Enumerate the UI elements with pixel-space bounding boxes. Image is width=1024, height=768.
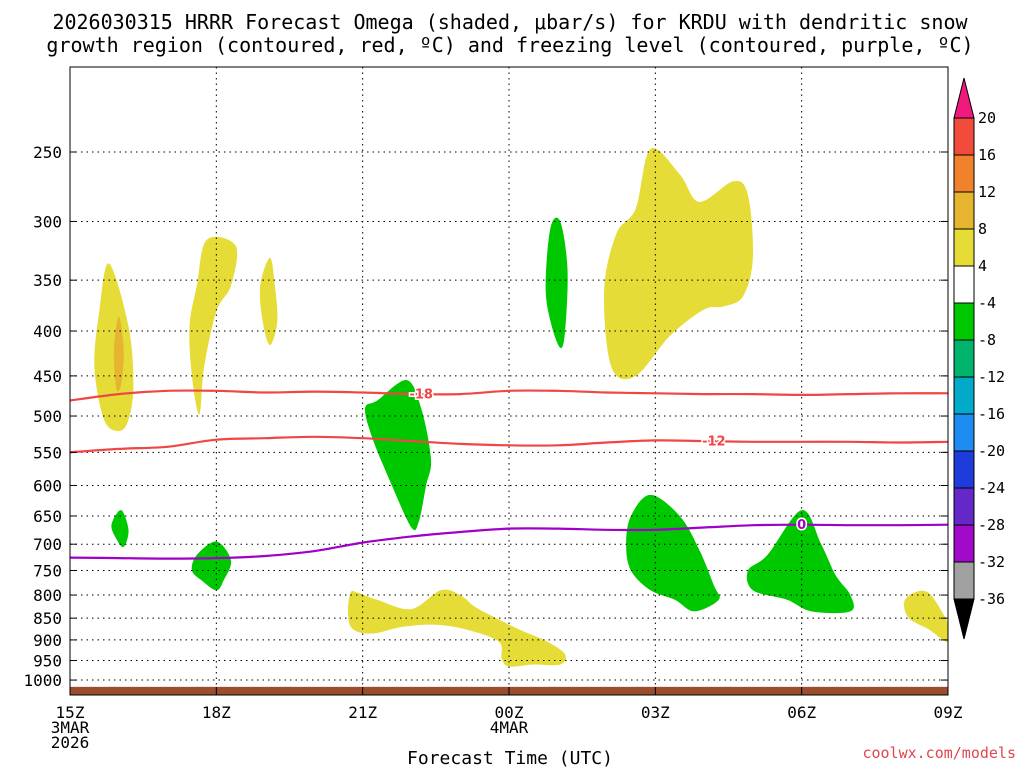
colorbar-bin-0	[953, 117, 975, 156]
colorbar-label-8: -16	[978, 405, 1005, 423]
colorbar-label-1: 16	[978, 146, 996, 164]
omega-colorbar: 20 16 12 8 4 -4 -8 -12 -16 -20 -24 -28 -32 -36	[953, 77, 1005, 640]
colorbar-label-7: -12	[978, 368, 1005, 386]
colorbar-label-9: -20	[978, 442, 1005, 460]
omega-region-ascent-20z-350mb	[189, 236, 238, 415]
colorbar-label-3: 8	[978, 220, 987, 238]
omega-region-ascent-03z-upper	[603, 147, 754, 380]
colorbar-label-10: -24	[978, 479, 1005, 497]
ytick-label-750: 750	[33, 561, 62, 580]
contour-dgz-minus-18	[70, 389, 948, 402]
ytick-label-600: 600	[33, 476, 62, 495]
omega-region-ascent-09z-lower	[903, 590, 948, 643]
colorbar-bin-11	[953, 524, 975, 563]
omega-region-descent-18z-low	[191, 541, 232, 591]
xtick-label-0-2: 2026	[51, 733, 90, 752]
colorbar-bin-12	[953, 561, 975, 600]
colorbar-bin-9	[953, 450, 975, 489]
omega-region-descent-02z-low	[626, 494, 720, 612]
colorbar-bin-5	[953, 302, 975, 341]
colorbar-bin-1	[953, 154, 975, 193]
omega-region-descent-16z-small	[111, 510, 129, 548]
colorbar-bin-6	[953, 339, 975, 378]
contour-label-freezing-level-0: 0	[797, 518, 806, 533]
credit-label: coolwx.com/models	[862, 744, 1016, 762]
ytick-label-650: 650	[33, 507, 62, 526]
ytick-label-450: 450	[33, 367, 62, 386]
contour-dgz-minus-12	[70, 435, 948, 454]
colorbar-label-4: 4	[978, 257, 987, 275]
omega-region-descent-22z-mid	[364, 380, 432, 531]
xtick-label-9-1: 4MAR	[490, 718, 529, 737]
x-axis-title: Forecast Time (UTC)	[407, 748, 613, 768]
pressure-axis: 250 300 350 400 450 500 550 600 650 700 750 800 850 9…	[23, 143, 948, 690]
omega-region-ascent-22z-lower	[347, 589, 566, 667]
ytick-label-250: 250	[33, 143, 62, 162]
ytick-label-550: 550	[33, 443, 62, 462]
chart-title-line-2: growth region (contoured, red, ºC) and f…	[46, 33, 973, 57]
colorbar-label-5: -4	[978, 294, 996, 312]
ytick-label-500: 500	[33, 407, 62, 426]
colorbar-label-2: 12	[978, 183, 996, 201]
ytick-label-350: 350	[33, 271, 62, 290]
contour-freezing-level-0	[70, 523, 948, 560]
colorbar-label-12: -32	[978, 553, 1005, 571]
colorbar-label-11: -28	[978, 516, 1005, 534]
colorbar-bin-7	[953, 376, 975, 415]
gridlines	[69, 67, 949, 695]
xtick-label-9-0: 00Z	[495, 703, 524, 722]
colorbar-bin-10	[953, 487, 975, 526]
colorbar-label-6: -8	[978, 331, 996, 349]
contour-layer: -18 -12 0	[70, 386, 948, 560]
omega-region-descent-01z-upper	[545, 217, 568, 349]
xtick-label-15-0: 06Z	[787, 703, 816, 722]
chart-title-line-1: 2026030315 HRRR Forecast Omega (shaded, …	[52, 10, 968, 34]
colorbar-bin-2	[953, 191, 975, 230]
xtick-label-18-0: 09Z	[934, 703, 963, 722]
ytick-label-400: 400	[33, 322, 62, 341]
xtick-label-0-0: 15Z	[56, 703, 85, 722]
colorbar-bottom-arrow	[953, 598, 975, 640]
ytick-label-800: 800	[33, 586, 62, 605]
colorbar-label-0: 20	[978, 109, 996, 127]
ytick-label-300: 300	[33, 212, 62, 231]
ytick-label-700: 700	[33, 535, 62, 554]
contour-label-dgz-minus-12: -12	[702, 435, 726, 450]
contour-label-dgz-minus-18: -18	[409, 388, 433, 403]
ytick-label-1000: 1000	[23, 671, 62, 690]
ytick-label-950: 950	[33, 652, 62, 671]
xtick-label-6-0: 21Z	[348, 703, 377, 722]
omega-region-ascent-15z-400mb	[94, 263, 134, 431]
omega-region-ascent-23z-360mb	[259, 257, 278, 346]
omega-shading-layer	[94, 147, 948, 667]
ytick-label-900: 900	[33, 631, 62, 650]
colorbar-bin-8	[953, 413, 975, 452]
omega-region-ascent-15z-core	[113, 316, 124, 392]
ytick-label-850: 850	[33, 609, 62, 628]
omega-region-descent-06z-low	[746, 510, 854, 614]
colorbar-bin-4	[953, 265, 975, 304]
colorbar-bin-3	[953, 228, 975, 267]
xtick-label-12-0: 03Z	[641, 703, 670, 722]
colorbar-label-13: -36	[978, 590, 1005, 608]
xtick-label-0-1: 3MAR	[51, 718, 90, 737]
xtick-label-3-0: 18Z	[202, 703, 231, 722]
